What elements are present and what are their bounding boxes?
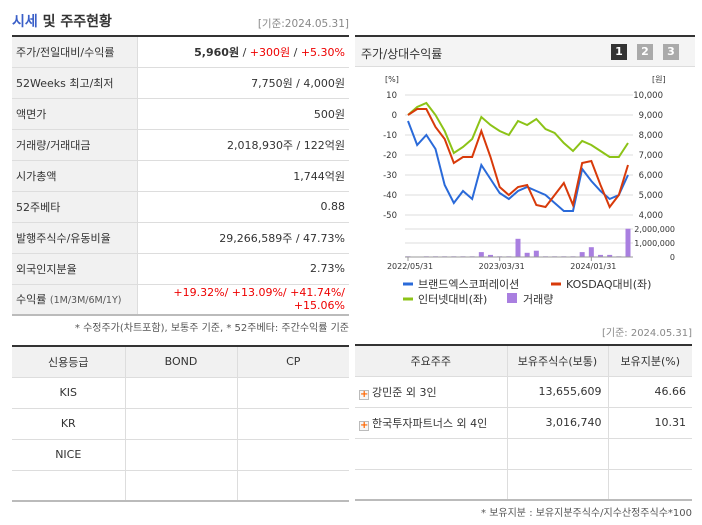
shareholders-as-of: [기준: 2024.05.31]: [601, 328, 692, 339]
quote-note: * 수정주가(차트포함), 보통주 기준, * 52주베타: 주간수익률 기준: [74, 323, 349, 334]
column-header: BOND: [125, 346, 238, 378]
x-tick-label: 2024/01/31: [570, 262, 616, 271]
row-value: 2.73%: [137, 253, 349, 285]
table-row: 시가총액 1,744억원: [12, 160, 349, 192]
series-line-1: [407, 108, 629, 209]
row-label: 52Weeks 최고/최저: [12, 67, 138, 99]
volume-tick-label: 0: [670, 253, 675, 262]
row-value: 500원: [137, 98, 349, 130]
right-tick-label: 7,000: [639, 151, 663, 161]
volume-bar: [488, 254, 493, 257]
table-row: 거래량/거래대금 2,018,930주 / 122억원: [12, 129, 349, 161]
volume-bar: [588, 247, 594, 257]
x-tick-label: 2023/03/31: [479, 262, 525, 271]
row-label: 외국인지분율: [12, 253, 138, 285]
left-tick-label: -10: [383, 131, 397, 141]
section-title: 시세 및 주주현황: [12, 14, 112, 30]
left-tick-label: 0: [392, 111, 397, 121]
page-button-3[interactable]: 3: [663, 44, 679, 60]
major-shareholders-table: 주요주주 보유주식수(보통) 보유지분(%) + 강민준 외 3인 13,655,609…: [355, 344, 692, 501]
column-header: 신용등급: [12, 346, 126, 378]
volume-bar: [478, 252, 484, 257]
page-button-2[interactable]: 2: [637, 44, 653, 60]
row-value: 29,266,589주 / 47.73%: [137, 222, 349, 254]
legend-label: KOSDAQ대비(좌): [566, 278, 651, 291]
row-value: 7,750원 / 4,000원: [137, 67, 349, 99]
table-row: 52주베타 0.88: [12, 191, 349, 223]
table-row: [355, 469, 692, 501]
page-button-1[interactable]: 1: [611, 44, 627, 60]
row-value: 0.88: [137, 191, 349, 223]
column-header: 주요주주: [355, 345, 508, 377]
row-label: 발행주식수/유동비율: [12, 222, 138, 254]
column-header: 보유지분(%): [608, 345, 692, 377]
chart-panel: 주가/상대수익률 1 2 3 [%] [원] 10 10,000 0 9,000 -10 8,…: [355, 35, 695, 315]
table-row: [12, 470, 349, 502]
volume-bar: [579, 252, 585, 257]
change: +300원: [249, 45, 291, 59]
volume-bar: [598, 254, 603, 257]
table-row: NICE: [12, 439, 349, 471]
column-header: CP: [237, 346, 349, 378]
row-value: +19.32%/ +13.09%/ +41.74%/ +15.06%: [137, 284, 349, 316]
table-row: + 강민준 외 3인 13,655,609 46.66: [355, 376, 692, 408]
table-row: 액면가 500원: [12, 98, 349, 130]
right-tick-label: 5,000: [639, 191, 663, 201]
row-label: 주가/전일대비/수익률: [12, 36, 138, 68]
legend-swatch: [507, 293, 517, 303]
right-tick-label: 10,000: [633, 91, 663, 101]
rate: +5.30%: [300, 45, 345, 59]
table-row: [355, 438, 692, 470]
right-tick-label: 9,000: [639, 111, 663, 121]
row-label: 액면가: [12, 98, 138, 130]
left-tick-label: -30: [383, 171, 397, 181]
volume-bar: [515, 238, 521, 257]
right-tick-label: 6,000: [639, 171, 663, 181]
x-tick-label: 2022/05/31: [387, 262, 433, 271]
right-tick-label: 4,000: [639, 211, 663, 221]
price-chart: [%] [원] 10 10,000 0 9,000 -10 8,000 -20 7,000 -30 6…: [383, 75, 675, 306]
table-row: 수익률 (1M/3M/6M/1Y) +19.32%/ +13.09%/ +41.7…: [12, 284, 349, 316]
expand-icon[interactable]: +: [359, 388, 369, 400]
as-of-date: [기준:2024.05.31]: [257, 18, 349, 30]
series-line-0: [407, 120, 629, 212]
left-tick-label: 10: [386, 91, 397, 101]
quote-table: 주가/전일대비/수익률 5,960원 / +300원 / +5.30% 52Wee…: [12, 35, 349, 316]
price: 5,960원: [194, 45, 240, 59]
left-axis-unit: [%]: [385, 75, 399, 84]
table-row: 발행주식수/유동비율 29,266,589주 / 47.73%: [12, 222, 349, 254]
table-row: 52Weeks 최고/최저 7,750원 / 4,000원: [12, 67, 349, 99]
volume-bar: [607, 254, 613, 257]
column-header: 보유주식수(보통): [507, 345, 609, 377]
volume-bar: [625, 228, 631, 257]
table-row: KIS: [12, 377, 349, 409]
row-label: 거래량/거래대금: [12, 129, 138, 161]
series-line-2: [407, 101, 629, 158]
legend-label: 거래량: [523, 293, 553, 306]
chart-title: 주가/상대수익률: [361, 47, 443, 61]
left-tick-label: -50: [383, 211, 397, 221]
volume-tick-label: 1,000,000: [634, 239, 675, 248]
right-tick-label: 8,000: [639, 131, 663, 141]
row-value: 2,018,930주 / 122억원: [137, 129, 349, 161]
expand-icon[interactable]: +: [359, 419, 369, 431]
volume-tick-label: 2,000,000: [634, 225, 675, 234]
right-axis-unit: [원]: [652, 75, 666, 84]
volume-bar: [533, 250, 539, 257]
row-label: 수익률 (1M/3M/6M/1Y): [12, 284, 138, 316]
credit-rating-table: 신용등급 BOND CP KIS KR NICE: [12, 345, 349, 502]
row-value: 1,744억원: [137, 160, 349, 192]
volume-bar: [524, 252, 530, 257]
legend-label: 브랜드엑스코퍼레이션: [418, 278, 519, 291]
table-row: + 한국투자파트너스 외 4인 3,016,740 10.31: [355, 407, 692, 439]
legend-label: 인터넷대비(좌): [418, 293, 487, 306]
table-row: KR: [12, 408, 349, 440]
table-row: 주가/전일대비/수익률 5,960원 / +300원 / +5.30%: [12, 36, 349, 68]
row-label: 52주베타: [12, 191, 138, 223]
shareholders-note: * 보유지분 : 보유지분주식수/지수산정주식수*100: [481, 508, 692, 519]
left-tick-label: -40: [383, 191, 397, 201]
left-tick-label: -20: [383, 151, 397, 161]
row-label: 시가총액: [12, 160, 138, 192]
table-row: 외국인지분율 2.73%: [12, 253, 349, 285]
